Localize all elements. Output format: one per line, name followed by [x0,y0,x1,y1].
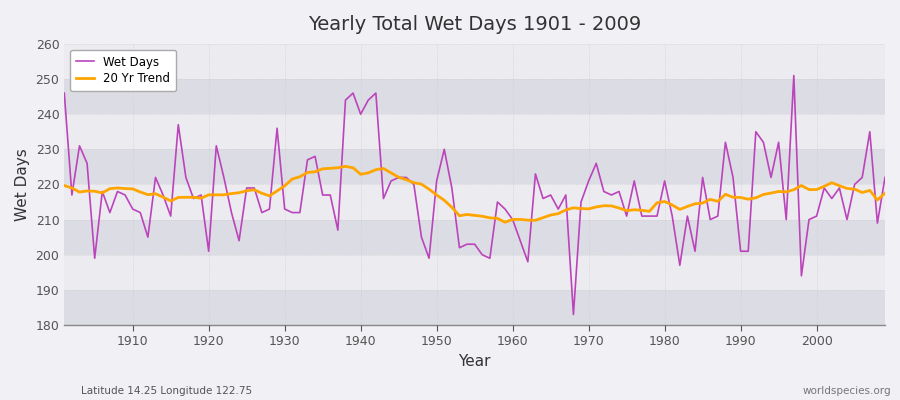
Wet Days [606,193,616,198]
Legend: Wet Days, 20 Yr Trend: Wet Days, 20 Yr Trend [70,50,176,91]
Bar [64,220,885,255]
20 Yr Trend [500,220,510,225]
Wet Days [332,228,343,232]
20 Yr Trend [614,206,625,210]
20 Yr Trend [515,217,526,222]
20 Yr Trend [287,177,298,182]
20 Yr Trend [879,191,890,196]
20 Yr Trend [340,164,351,169]
Text: worldspecies.org: worldspecies.org [803,386,891,396]
Bar [64,44,885,79]
Wet Days [500,207,510,212]
Bar [64,184,885,220]
Wet Days [508,217,518,222]
Wet Days [120,193,130,198]
20 Yr Trend [120,186,130,191]
Wet Days [58,91,69,96]
Line: Wet Days: Wet Days [64,76,885,314]
Wet Days [568,312,579,317]
Wet Days [788,73,799,78]
Line: 20 Yr Trend: 20 Yr Trend [64,166,885,222]
Bar [64,79,885,114]
Bar [64,290,885,325]
20 Yr Trend [522,218,533,222]
Bar [64,114,885,149]
20 Yr Trend [58,183,69,188]
X-axis label: Year: Year [458,354,491,369]
Bar [64,255,885,290]
Text: Latitude 14.25 Longitude 122.75: Latitude 14.25 Longitude 122.75 [81,386,252,396]
Wet Days [879,175,890,180]
Y-axis label: Wet Days: Wet Days [15,148,30,221]
Title: Yearly Total Wet Days 1901 - 2009: Yearly Total Wet Days 1901 - 2009 [308,15,642,34]
Wet Days [287,210,298,215]
Bar [64,149,885,184]
20 Yr Trend [332,165,343,170]
